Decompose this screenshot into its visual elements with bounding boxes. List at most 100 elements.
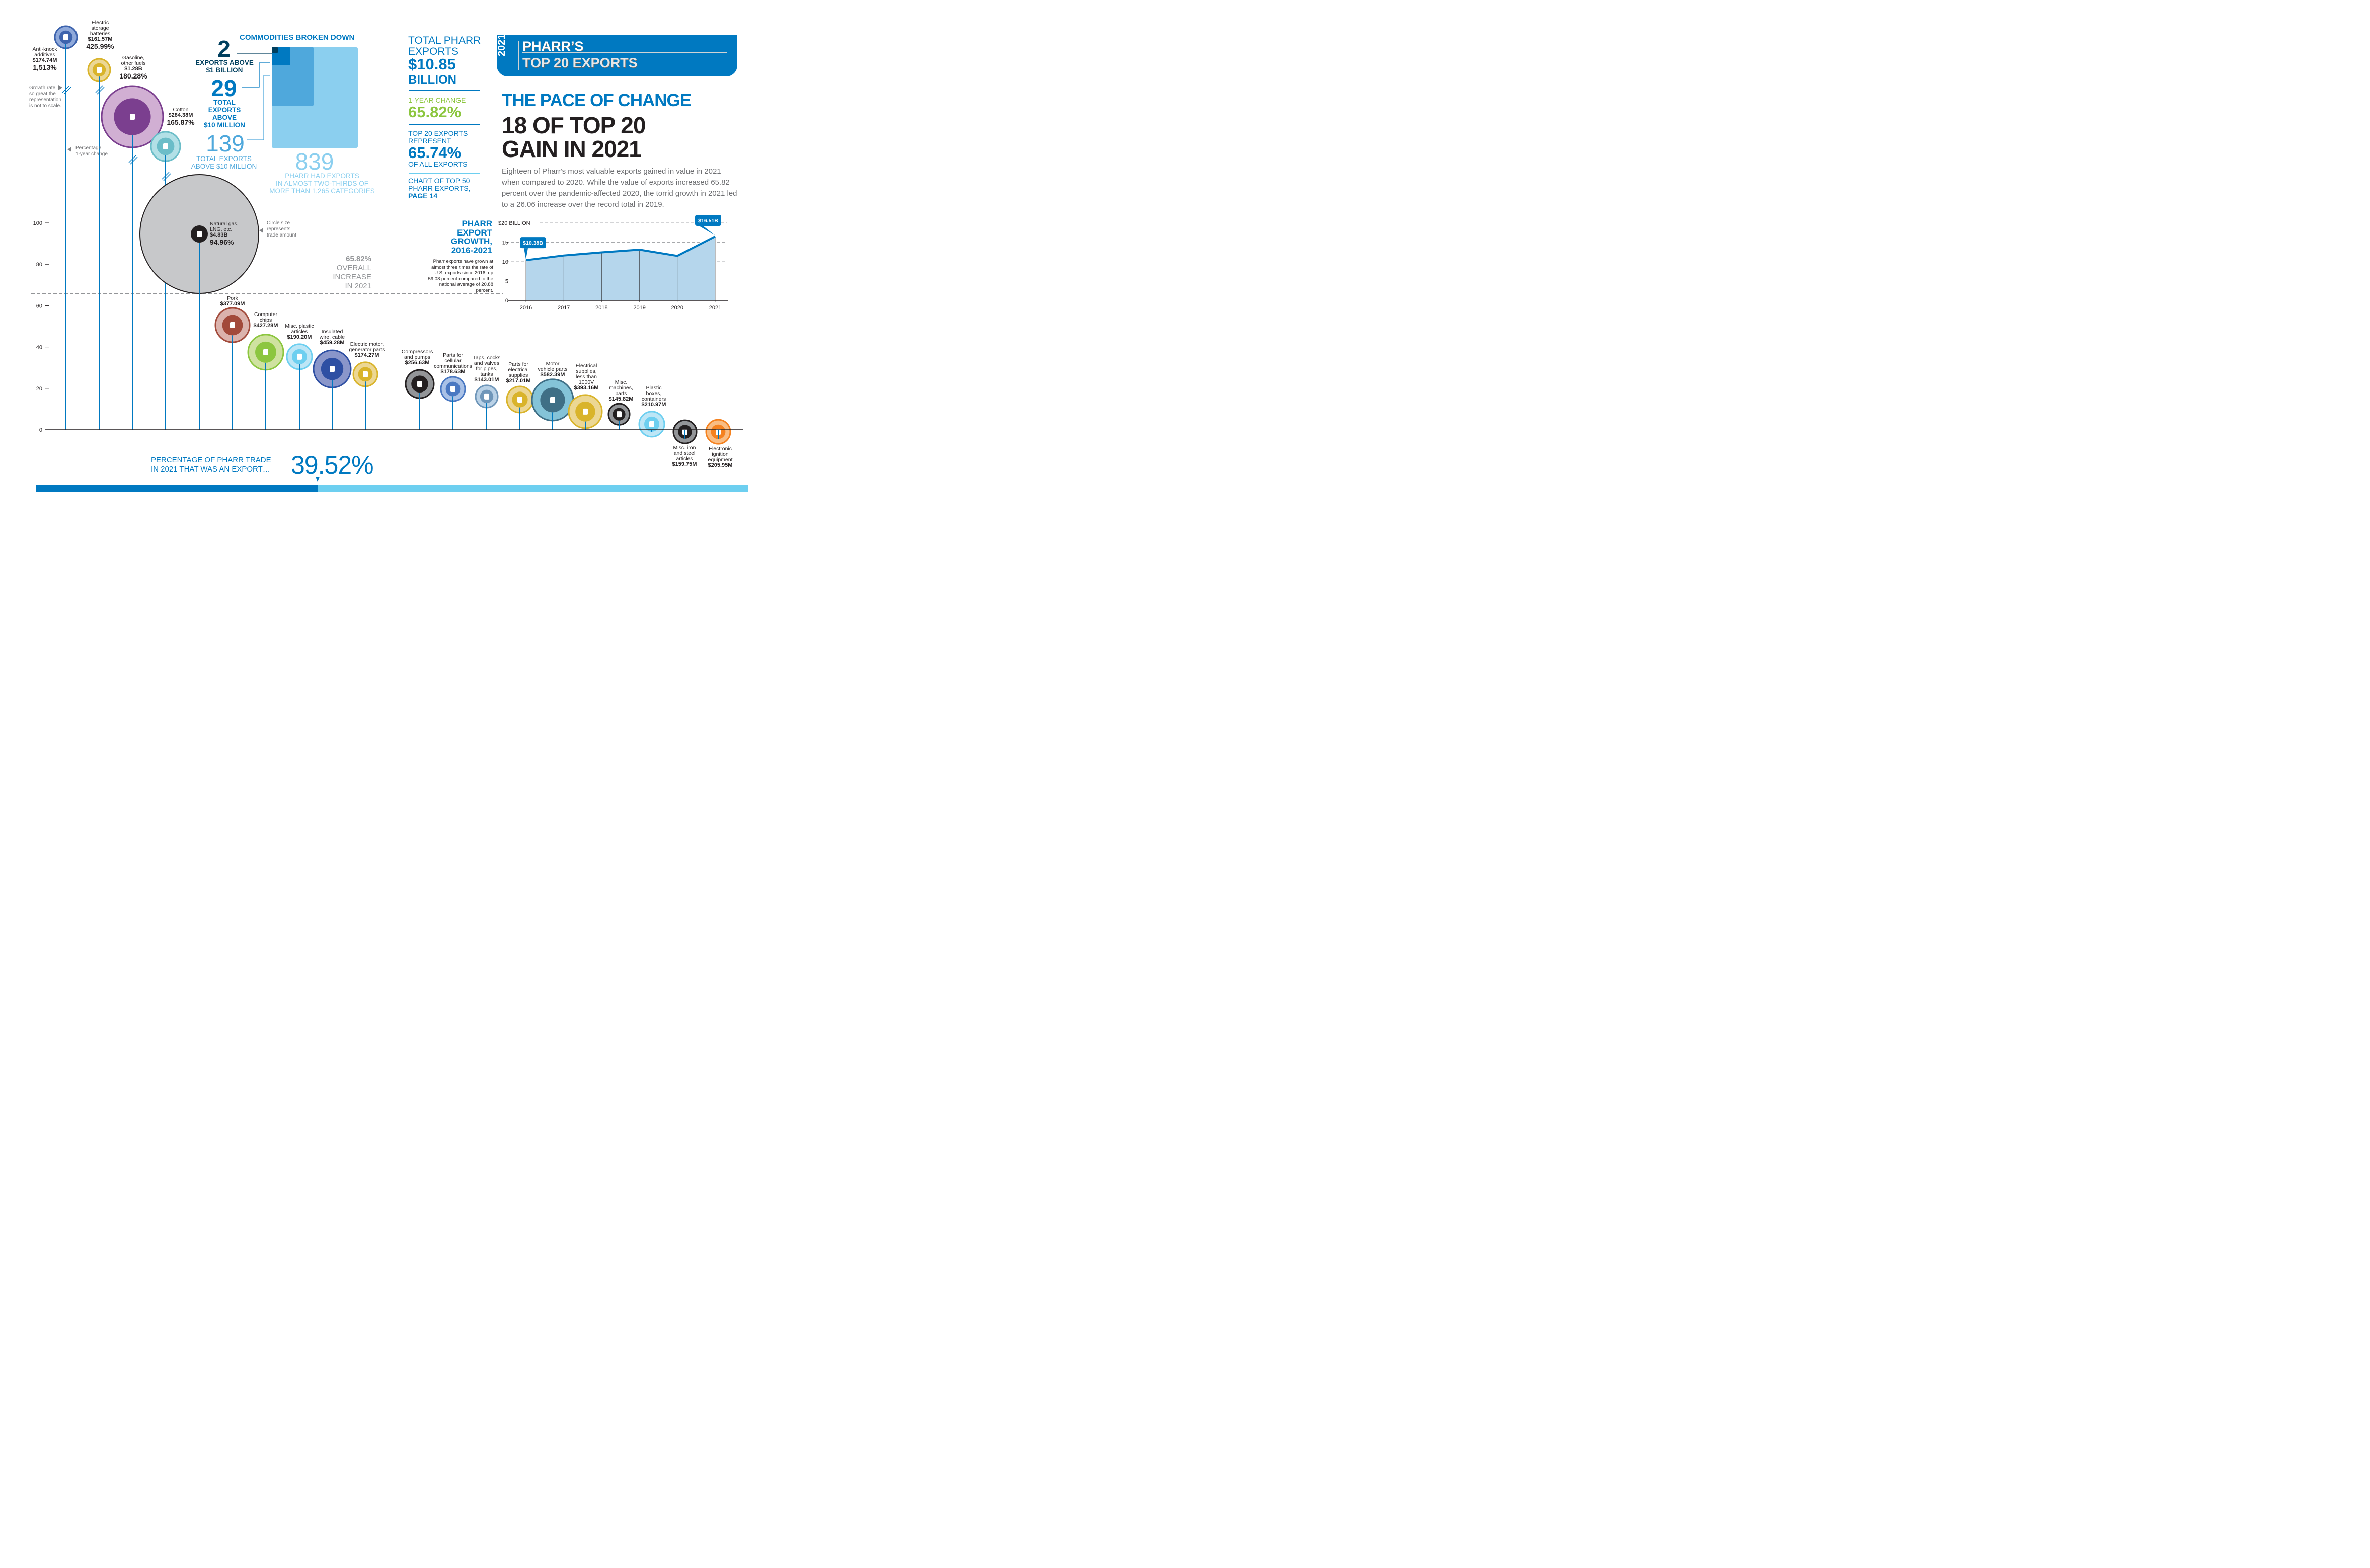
callout-box bbox=[520, 237, 546, 249]
label-line: TOTAL bbox=[213, 99, 236, 106]
growth-chart-note: Pharr exports have grown at almost three… bbox=[428, 259, 493, 293]
arrow-left-icon bbox=[67, 147, 71, 152]
bubble-value: $427.28M bbox=[253, 323, 278, 329]
label-line: EXPORTS bbox=[208, 106, 241, 114]
fuel-pump-icon-glyph bbox=[130, 114, 135, 120]
bubble-name: vehicle parts bbox=[538, 366, 568, 372]
bubble-name: Anti-knock bbox=[32, 46, 57, 52]
x-tick-label: 2016 bbox=[520, 305, 532, 311]
y-tick-label: 80 bbox=[36, 262, 42, 268]
overall-increase-value: 65.82% bbox=[346, 255, 371, 263]
label-line: EXPORTS bbox=[408, 46, 458, 57]
bubble-name: generator parts bbox=[349, 347, 385, 353]
bubble-name: and pumps bbox=[404, 354, 430, 360]
label-line: PHARR EXPORTS, bbox=[408, 184, 471, 192]
bubble-taps-cocks-and-valves-for-pipes-tanks bbox=[475, 384, 499, 430]
bubble-name: supplies, bbox=[576, 368, 597, 374]
intro-paragraph: Eighteen of Pharr's most valuable export… bbox=[502, 167, 737, 209]
label-line: TOTAL PHARR bbox=[408, 35, 481, 46]
bubble-value: $284.38M bbox=[168, 112, 193, 118]
y-tick-label: 40 bbox=[36, 345, 42, 351]
note-line: is not to scale. bbox=[29, 103, 61, 109]
bubble-name: boxes, bbox=[646, 390, 662, 397]
bubble-name: cellular bbox=[444, 358, 462, 364]
label-line: IN 2021 THAT WAS AN EXPORT… bbox=[151, 465, 270, 474]
bubble-pct: 165.87% bbox=[167, 118, 195, 126]
label-line: TOTAL EXPORTS bbox=[196, 155, 252, 163]
above-10m-label: TOTAL EXPORTS ABOVE $10 MILLION bbox=[199, 99, 250, 129]
bubble-label: Misc. iron and steel articles $159.75M bbox=[672, 445, 697, 467]
callout-2021: $16.51B bbox=[695, 215, 721, 236]
motor-icon-glyph bbox=[363, 371, 368, 377]
x-tick-label: 2019 bbox=[633, 305, 645, 311]
note-line: representation bbox=[29, 97, 61, 103]
bubble-name: Pork bbox=[227, 295, 238, 301]
top20-label: TOP 20 EXPORTS REPRESENT bbox=[408, 130, 481, 145]
axis-break-mark bbox=[63, 87, 71, 95]
bubble-value: $393.16M bbox=[574, 385, 599, 391]
callout-box bbox=[695, 215, 721, 226]
hex-nut-icon-glyph bbox=[617, 411, 622, 418]
bubble-name: less than bbox=[575, 374, 597, 380]
callout-pointer bbox=[699, 226, 715, 236]
export-share-label: PERCENTAGE OF PHARR TRADE IN 2021 THAT W… bbox=[151, 456, 271, 474]
change-label: 1-YEAR CHANGE bbox=[408, 96, 466, 104]
bubble-label: Compressors and pumps $256.63M bbox=[402, 349, 433, 366]
growth-chart-title: PHARR EXPORT GROWTH, 2016-2021 bbox=[450, 219, 492, 255]
total-139-label: TOTAL EXPORTS ABOVE $10 MILLION bbox=[186, 155, 262, 170]
headline-line: GAIN IN 2021 bbox=[502, 136, 642, 162]
chart-reference-link[interactable]: CHART OF TOP 50 PHARR EXPORTS, PAGE 14 bbox=[408, 177, 481, 200]
bubble-name: Misc. bbox=[615, 379, 628, 385]
commodities-title: COMMODITIES BROKEN DOWN bbox=[240, 33, 355, 42]
total-839: 839 bbox=[295, 148, 334, 175]
y-tick-label: $20 BILLION bbox=[498, 220, 530, 226]
label-line: IN ALMOST TWO-THIRDS OF bbox=[275, 180, 368, 187]
y-tick-label: 0 bbox=[505, 298, 508, 304]
overall-increase-note: 65.82% OVERALL INCREASE IN 2021 bbox=[322, 255, 371, 291]
above-1b-count: 2 bbox=[217, 36, 231, 62]
bubble-label: Gasoline, other fuels $1.28B 180.28% bbox=[119, 55, 147, 81]
bubble-computer-chips bbox=[247, 334, 284, 430]
label-line: TOP 20 EXPORTS bbox=[408, 129, 468, 137]
axis-break-mark bbox=[97, 87, 105, 95]
bubble-name: Gasoline, bbox=[122, 55, 145, 61]
label-line: REPRESENT bbox=[408, 137, 451, 145]
bubble-label: Computer chips $427.28M bbox=[254, 312, 278, 329]
export-share-bar-fill bbox=[36, 485, 318, 492]
label-line: PERCENTAGE OF PHARR TRADE bbox=[151, 456, 271, 464]
x-tick-label: 2018 bbox=[595, 305, 607, 311]
bubble-name: equipment bbox=[708, 457, 733, 463]
growth-area-chart: 0 5 10 15 $20 BILLION 2016 2017 2018 2019 2020 202… bbox=[498, 215, 728, 311]
bubble-label: Motor vehicle parts $582.39M bbox=[538, 361, 568, 378]
bubble-label: Electrical supplies, less than 1000V $393.16… bbox=[574, 363, 599, 391]
note-line: Percentage bbox=[75, 145, 102, 151]
bubble-natural-gas-lng-etc- bbox=[139, 174, 259, 430]
bubble-pct: 180.28% bbox=[119, 72, 147, 80]
bubble-value: $174.27M bbox=[354, 352, 379, 358]
year-text: 2021 bbox=[496, 34, 507, 57]
bubble-name: supplies bbox=[508, 372, 528, 378]
bubble-parts-for-electrical-supplies bbox=[506, 385, 534, 430]
bubble-name: storage bbox=[91, 25, 109, 31]
commodities-squares bbox=[237, 47, 358, 148]
header-rule bbox=[522, 52, 727, 53]
x-tick-label: 2020 bbox=[671, 305, 683, 311]
bubble-value: $210.97M bbox=[641, 402, 666, 408]
x-tick-label: 2017 bbox=[558, 305, 570, 311]
bubble-value: $161.57M bbox=[88, 36, 113, 42]
total-exports-label: TOTAL PHARR EXPORTS bbox=[408, 35, 481, 57]
bubble-value: $143.01M bbox=[474, 377, 499, 383]
bubble-name: Motor bbox=[546, 361, 560, 367]
page-reference: PAGE 14 bbox=[408, 192, 438, 200]
bowl-icon-glyph bbox=[649, 421, 654, 427]
bubble-name: Electrical bbox=[575, 363, 597, 369]
bubble-pct: 1,513% bbox=[33, 63, 57, 71]
y-tick-label: 100 bbox=[33, 220, 42, 226]
note-line: Circle size bbox=[267, 220, 290, 226]
chip-icon-glyph bbox=[263, 349, 268, 355]
bubble-name: Computer bbox=[254, 311, 278, 318]
label-line: PHARR HAD EXPORTS bbox=[285, 172, 359, 180]
cable-icon-glyph bbox=[330, 366, 335, 372]
axis-break-mark bbox=[130, 156, 138, 165]
